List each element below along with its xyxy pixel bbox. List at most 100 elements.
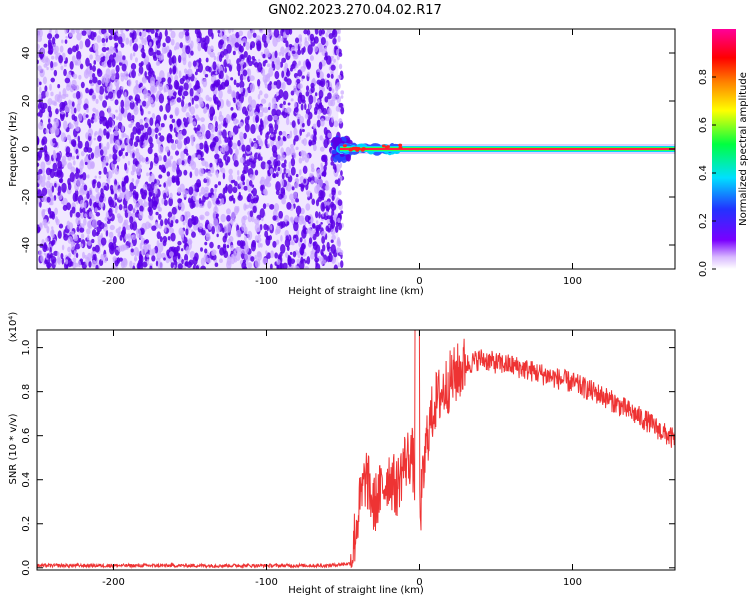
noise-blob xyxy=(185,79,190,84)
noise-blob xyxy=(154,44,158,53)
noise-blob xyxy=(157,261,164,269)
noise-blob xyxy=(210,166,215,174)
noise-blob xyxy=(37,65,42,72)
noise-blob xyxy=(117,50,122,57)
noise-blob xyxy=(205,129,211,140)
noise-blob xyxy=(221,167,226,175)
noise-blob xyxy=(191,202,196,208)
noise-blob xyxy=(159,236,163,243)
noise-blob xyxy=(259,208,265,218)
noise-blob xyxy=(62,120,68,130)
noise-blob xyxy=(243,185,248,191)
noise-blob xyxy=(308,237,313,245)
noise-blob xyxy=(327,132,332,139)
snr-series-line xyxy=(37,330,675,570)
noise-blob xyxy=(151,255,156,262)
noise-blob xyxy=(54,33,60,39)
noise-blob xyxy=(158,184,162,188)
noise-blob xyxy=(230,211,236,219)
noise-blob xyxy=(251,56,256,60)
noise-blob xyxy=(198,97,204,105)
noise-blob xyxy=(255,114,260,123)
noise-blob xyxy=(171,177,176,184)
noise-blob xyxy=(289,251,293,255)
noise-blob xyxy=(325,32,329,38)
noise-blob xyxy=(64,39,68,44)
noise-blob xyxy=(303,178,307,184)
noise-blob xyxy=(300,207,305,215)
noise-blob xyxy=(50,255,57,264)
noise-blob xyxy=(83,202,87,209)
noise-blob xyxy=(279,61,284,68)
noise-blob xyxy=(250,256,255,262)
noise-blob xyxy=(125,175,129,184)
noise-blob xyxy=(274,50,278,59)
noise-blob xyxy=(285,118,290,126)
noise-blob xyxy=(184,159,189,164)
noise-blob xyxy=(139,105,143,112)
noise-blob xyxy=(332,163,337,170)
noise-blob xyxy=(293,237,297,241)
transition-blob xyxy=(346,154,351,162)
noise-blob xyxy=(281,70,285,79)
noise-blob xyxy=(314,92,318,97)
noise-blob xyxy=(281,172,285,180)
noise-blob xyxy=(121,142,125,149)
noise-blob xyxy=(101,61,107,68)
noise-blob xyxy=(336,239,341,247)
noise-blob xyxy=(161,45,168,54)
noise-blob xyxy=(278,193,284,200)
noise-blob xyxy=(125,245,129,250)
noise-blob xyxy=(88,211,94,218)
noise-blob xyxy=(196,179,201,188)
noise-blob xyxy=(244,116,249,125)
noise-blob xyxy=(71,29,75,33)
noise-blob xyxy=(183,82,189,91)
noise-blob xyxy=(63,68,67,77)
noise-blob xyxy=(236,82,240,88)
noise-blob xyxy=(214,153,220,160)
noise-blob xyxy=(216,233,219,238)
noise-blob xyxy=(296,229,300,237)
noise-blob xyxy=(170,232,176,242)
noise-blob xyxy=(198,192,202,197)
noise-blob xyxy=(218,161,224,168)
noise-blob xyxy=(120,107,125,114)
noise-blob xyxy=(324,184,330,191)
noise-blob xyxy=(325,55,332,65)
noise-blob xyxy=(170,143,177,151)
noise-blob xyxy=(52,138,57,144)
noise-blob xyxy=(204,73,209,78)
noise-blob xyxy=(247,68,252,77)
noise-blob xyxy=(75,216,81,226)
noise-blob xyxy=(257,153,261,162)
noise-blob xyxy=(169,257,173,264)
noise-blob xyxy=(141,36,145,45)
noise-blob xyxy=(60,132,66,142)
noise-blob xyxy=(188,186,194,196)
noise-blob xyxy=(38,86,42,94)
noise-blob xyxy=(195,143,200,151)
noise-blob xyxy=(282,90,289,100)
noise-blob xyxy=(317,115,321,119)
colorbar-ticks: 0.0 0.2 0.4 0.6 0.8 xyxy=(698,69,716,277)
noise-blob xyxy=(44,85,48,92)
noise-blob xyxy=(37,43,40,50)
noise-blob xyxy=(148,96,154,104)
noise-blob xyxy=(96,35,102,43)
noise-blob xyxy=(262,60,266,67)
noise-blob xyxy=(132,221,138,231)
noise-blob xyxy=(337,178,341,187)
noise-blob xyxy=(189,171,193,179)
noise-blob xyxy=(154,188,158,195)
noise-blob xyxy=(181,160,185,166)
noise-blob xyxy=(338,102,344,108)
noise-blob xyxy=(301,75,305,79)
noise-blob xyxy=(97,239,102,245)
noise-blob xyxy=(290,90,295,96)
noise-blob xyxy=(318,29,323,37)
noise-blob xyxy=(75,125,80,132)
noise-blob xyxy=(118,149,123,157)
noise-blob xyxy=(275,59,281,71)
noise-blob xyxy=(331,116,334,123)
